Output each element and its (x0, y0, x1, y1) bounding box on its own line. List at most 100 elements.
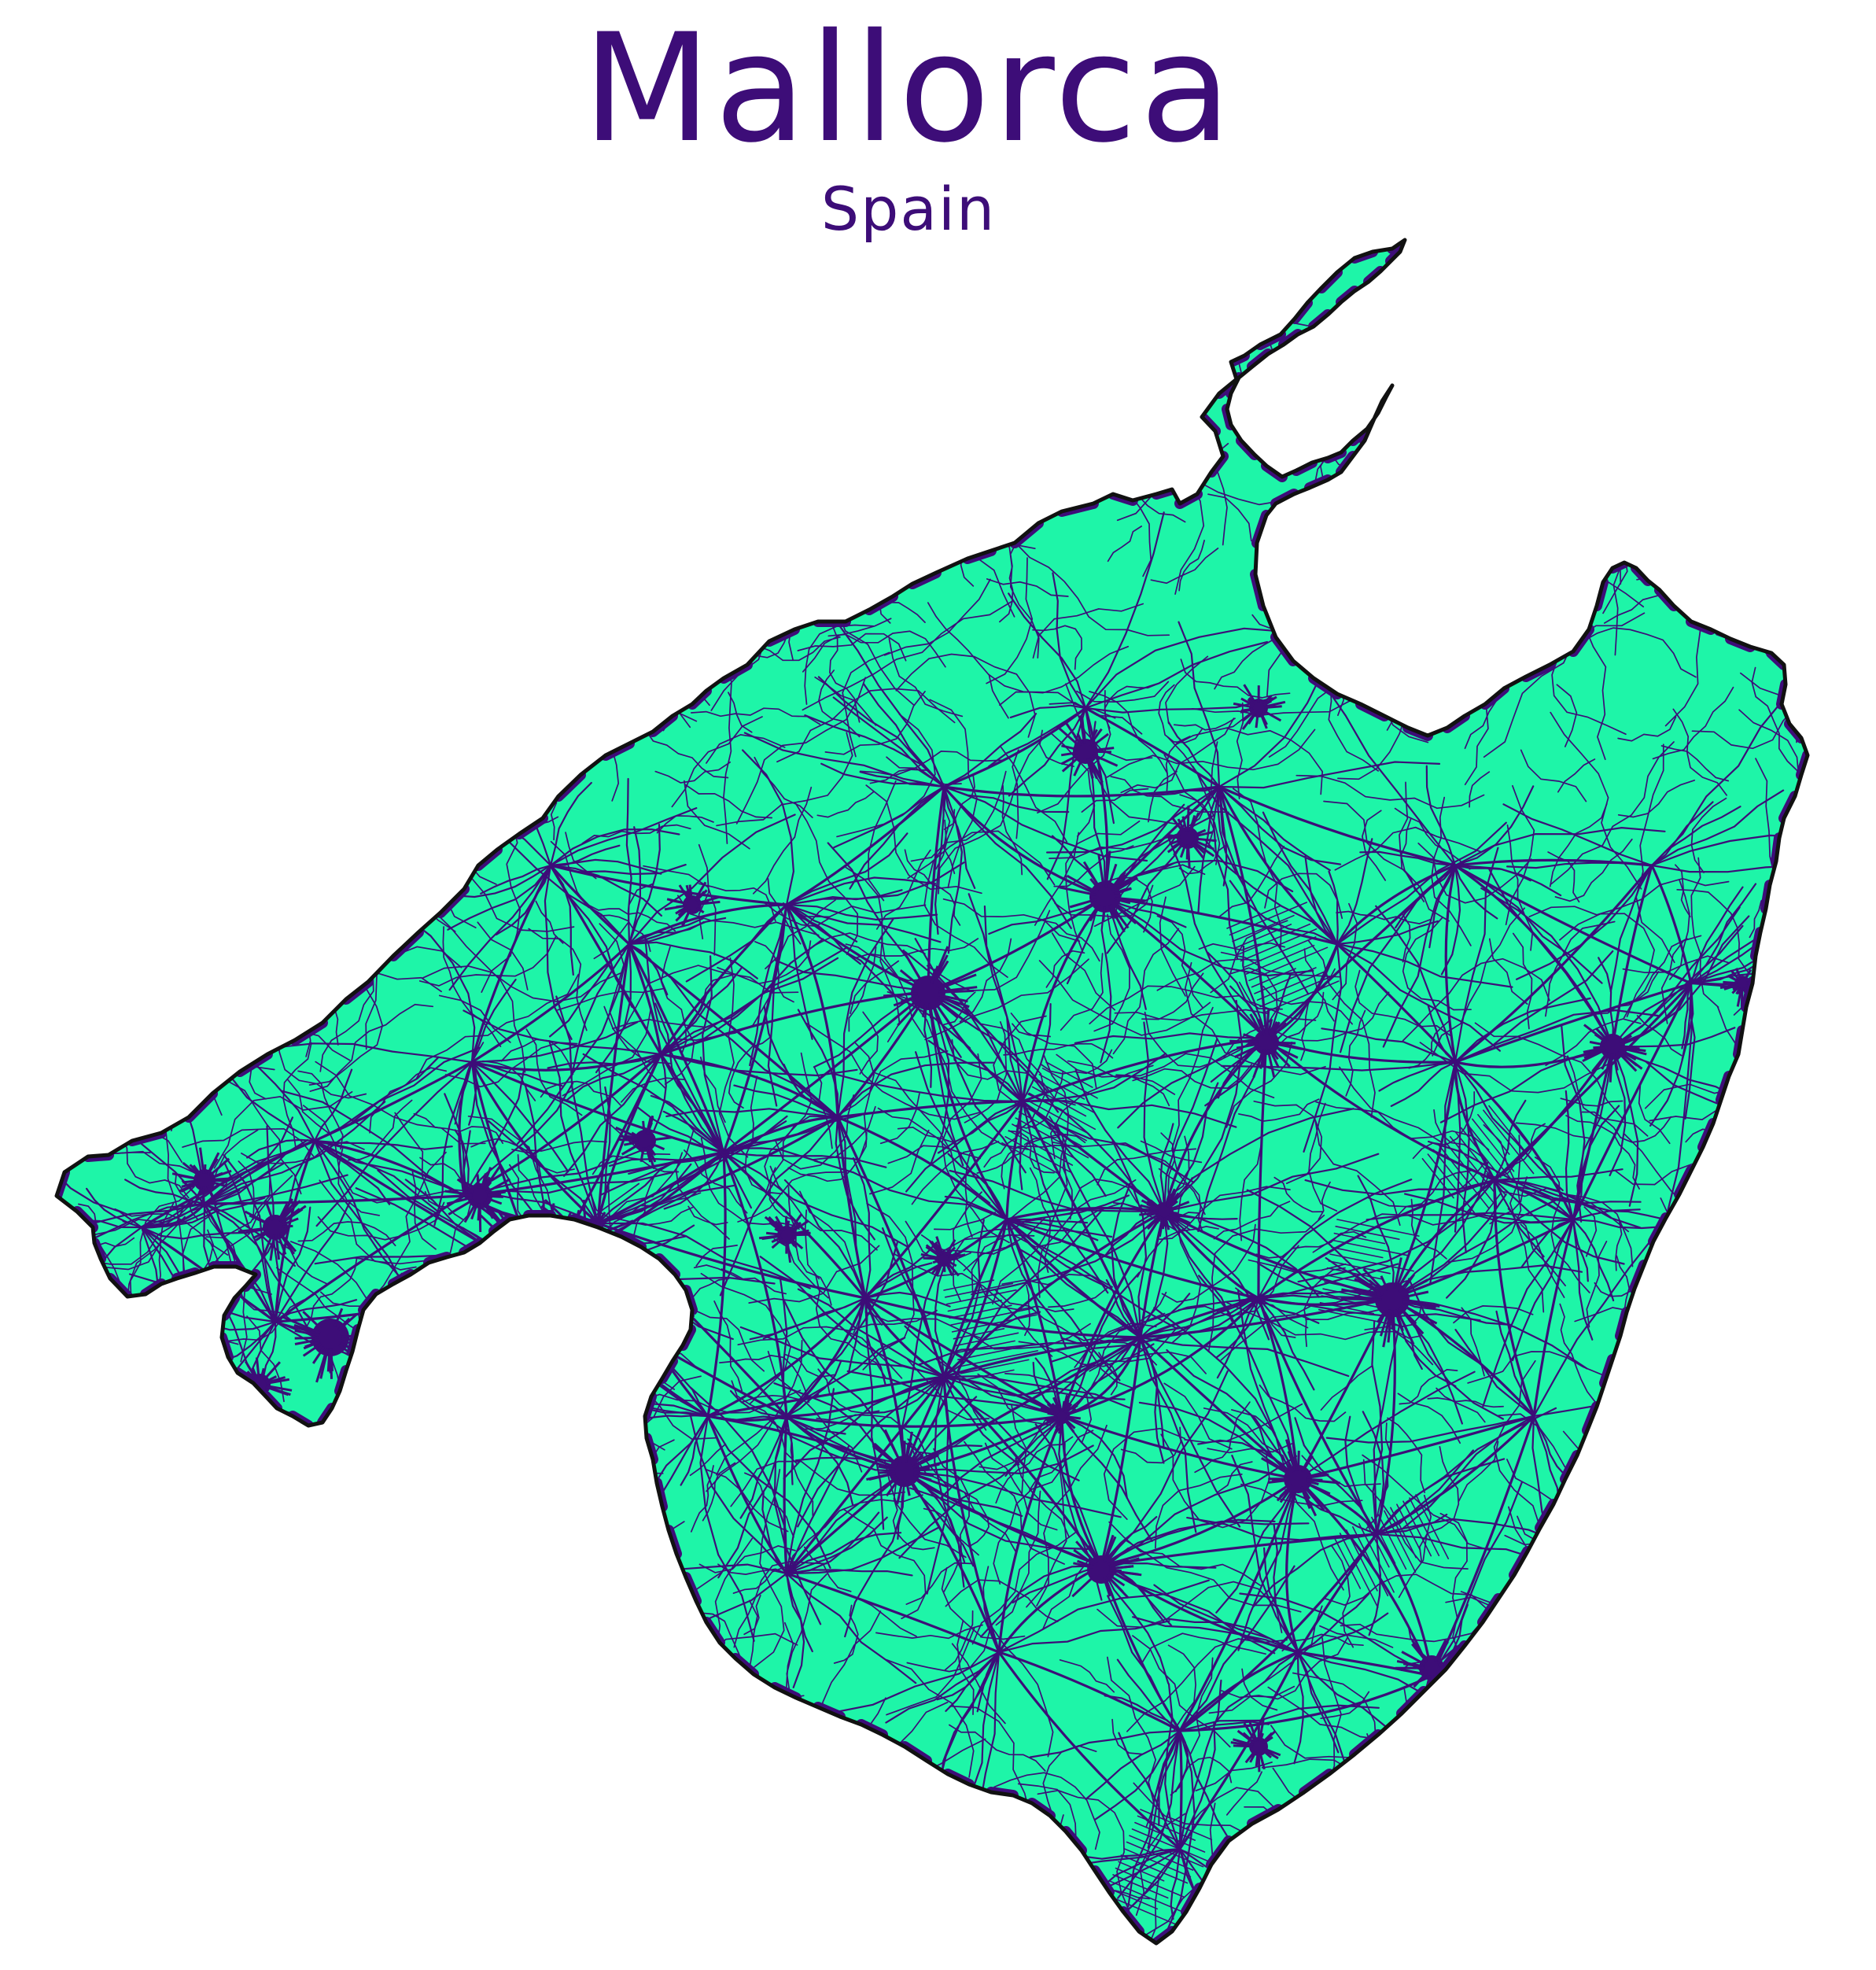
road-line (1178, 1721, 1270, 1732)
road-line (213, 1090, 353, 1169)
road-line (518, 694, 631, 734)
town-street (697, 900, 709, 905)
town-street (587, 1250, 600, 1300)
road-line (735, 677, 867, 825)
road-line (964, 1441, 1065, 1565)
town-street (1273, 1041, 1296, 1045)
town-street (1166, 1192, 1177, 1208)
road-line (942, 898, 1081, 943)
road-line (1721, 1795, 1805, 1805)
road-line (1391, 1297, 1588, 1370)
road-line (659, 1053, 752, 1209)
road-line (977, 1373, 1052, 1426)
road-line (1410, 1198, 1447, 1260)
town-street (590, 1249, 605, 1278)
road-line (862, 1202, 915, 1371)
road-line (994, 1289, 1137, 1390)
road-line (249, 1898, 358, 1943)
town-street (1168, 839, 1182, 846)
road-line (1375, 1407, 1557, 1536)
road-line (397, 1525, 495, 1612)
road-line (1399, 1753, 1488, 1804)
road-line (96, 1410, 188, 1435)
road-line (1239, 1143, 1262, 1241)
road-line (659, 957, 839, 1056)
road-line (1221, 1636, 1348, 1700)
town-street (1380, 1275, 1389, 1291)
town-street (182, 1161, 201, 1177)
road-line (1581, 1111, 1672, 1143)
town-street (934, 1242, 943, 1256)
road-line (591, 1628, 689, 1680)
town-street (1618, 1049, 1637, 1061)
road-line (282, 765, 306, 877)
town-street (470, 1202, 479, 1220)
road-line (503, 348, 552, 431)
road-line (676, 990, 774, 1041)
road-line (865, 784, 982, 895)
road-line (1343, 1835, 1421, 1859)
road-line (420, 1656, 514, 1757)
road-line (1777, 1779, 1808, 1851)
town-street (1262, 1749, 1272, 1759)
road-line (566, 468, 643, 500)
road-line (182, 1638, 289, 1728)
road-line (1617, 716, 1677, 742)
road-line (1041, 348, 1174, 426)
road-line (1661, 1815, 1771, 1878)
island-landmass (57, 240, 1808, 1943)
road-line (1198, 1275, 1299, 1481)
road-line (903, 1832, 982, 1843)
road-line (849, 785, 945, 890)
road-line (241, 1141, 365, 1164)
road-line (1528, 419, 1546, 502)
road-line (717, 940, 812, 985)
road-line (1008, 1130, 1074, 1166)
road-line (1234, 248, 1243, 300)
road-line (1373, 1324, 1401, 1536)
road-line (748, 1245, 880, 1304)
road-line (1067, 361, 1088, 410)
road-line (942, 1375, 1080, 1481)
road-line (180, 348, 245, 382)
town-street (774, 1227, 783, 1234)
road-line (942, 1311, 1041, 1378)
road-line (90, 806, 123, 935)
road-line (1418, 326, 1496, 431)
road-line (1768, 582, 1808, 628)
road-line (95, 1322, 196, 1371)
town-street (1332, 591, 1349, 598)
town-street (923, 1256, 940, 1260)
road-line (1497, 323, 1538, 374)
town-street (1352, 577, 1357, 594)
road-line (689, 1443, 727, 1477)
road-line (768, 1418, 906, 1473)
road-line (321, 1792, 340, 1877)
road-line (426, 599, 516, 647)
town-street (1287, 1451, 1297, 1472)
road-line (611, 604, 679, 614)
road-line (1085, 1729, 1181, 1800)
road-line (1333, 1232, 1386, 1245)
road-line (57, 574, 174, 601)
road-line (1111, 1140, 1148, 1339)
road-line (1015, 1117, 1089, 1159)
road-line (1093, 913, 1130, 1032)
town-street (1261, 1050, 1266, 1066)
town-street (913, 1471, 934, 1478)
road-line (313, 1139, 391, 1205)
road-line (1218, 846, 1285, 918)
road-line (836, 713, 936, 838)
road-line (57, 1182, 228, 1255)
road-line (744, 1472, 794, 1538)
road-line (1794, 1588, 1808, 1667)
road-line (1237, 923, 1311, 955)
town-street (621, 1143, 640, 1156)
road-line (947, 1153, 1008, 1221)
road-line (172, 1655, 198, 1717)
road-line (565, 326, 610, 382)
road-line (66, 576, 121, 628)
road-line (125, 557, 220, 574)
road-line (1232, 914, 1295, 943)
road-line (907, 1359, 990, 1420)
